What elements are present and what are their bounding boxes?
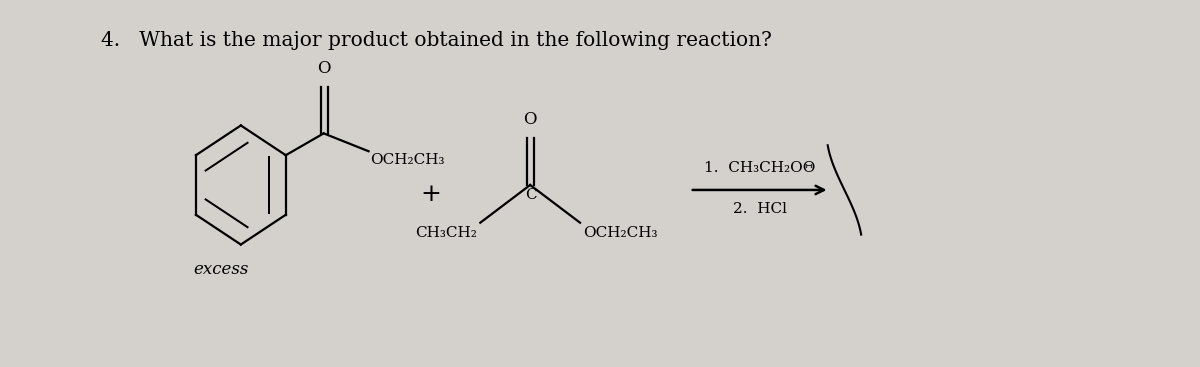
Text: 2.  HCl: 2. HCl bbox=[733, 202, 787, 216]
Text: OCH₂CH₃: OCH₂CH₃ bbox=[371, 153, 445, 167]
Text: O: O bbox=[317, 60, 330, 77]
Text: 4.   What is the major product obtained in the following reaction?: 4. What is the major product obtained in… bbox=[101, 31, 772, 50]
Text: CH₃CH₂: CH₃CH₂ bbox=[415, 226, 478, 240]
Text: +: + bbox=[420, 184, 440, 206]
Text: O: O bbox=[523, 112, 536, 128]
Text: OCH₂CH₃: OCH₂CH₃ bbox=[583, 226, 658, 240]
Text: 1.  CH₃CH₂OΘ: 1. CH₃CH₂OΘ bbox=[704, 161, 815, 175]
Text: excess: excess bbox=[193, 261, 248, 278]
Text: C: C bbox=[526, 188, 536, 202]
